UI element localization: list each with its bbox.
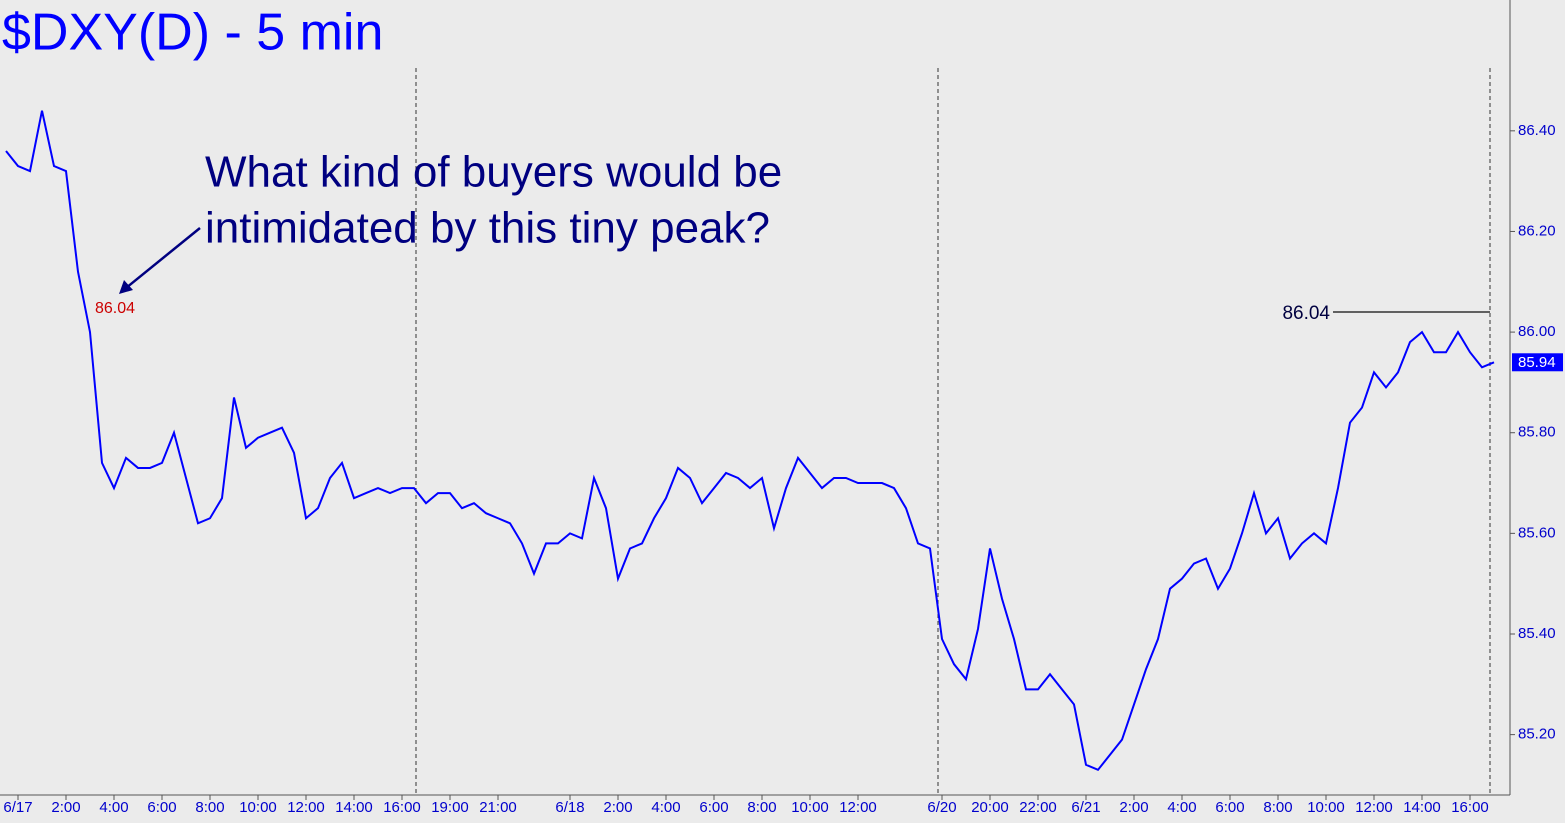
annotation: What kind of buyers would be <box>205 148 782 197</box>
y-tick-label: 86.40 <box>1518 122 1556 139</box>
x-tick-label: 6/18 <box>555 799 584 816</box>
y-tick-label: 85.40 <box>1518 625 1556 642</box>
x-tick-label: 12:00 <box>839 799 877 816</box>
x-tick-label: 20:00 <box>971 799 1009 816</box>
peak-label: 86.04 <box>95 300 135 317</box>
y-tick-label: 85.20 <box>1518 726 1556 743</box>
x-tick-label: 10:00 <box>239 799 277 816</box>
x-tick-label: 6/17 <box>3 799 32 816</box>
x-tick-label: 6/21 <box>1071 799 1100 816</box>
last-price-label: 85.94 <box>1518 354 1556 371</box>
x-tick-label: 4:00 <box>99 799 128 816</box>
resistance-label: 86.04 <box>1282 303 1330 324</box>
x-tick-label: 14:00 <box>335 799 373 816</box>
x-tick-label: 8:00 <box>747 799 776 816</box>
x-tick-label: 8:00 <box>1263 799 1292 816</box>
x-tick-label: 4:00 <box>1167 799 1196 816</box>
y-tick-label: 86.00 <box>1518 323 1556 340</box>
x-tick-label: 2:00 <box>51 799 80 816</box>
x-tick-label: 19:00 <box>431 799 469 816</box>
x-tick-label: 8:00 <box>195 799 224 816</box>
x-tick-label: 21:00 <box>479 799 517 816</box>
chart-title: $DXY(D) - 5 min <box>2 4 383 62</box>
annotation: intimidated by this tiny peak? <box>205 204 770 253</box>
x-tick-label: 10:00 <box>1307 799 1345 816</box>
price-line <box>5 110 1495 772</box>
y-tick-label: 86.20 <box>1518 222 1556 239</box>
x-tick-label: 12:00 <box>1355 799 1393 816</box>
x-tick-label: 10:00 <box>791 799 829 816</box>
x-tick-label: 22:00 <box>1019 799 1057 816</box>
x-tick-label: 14:00 <box>1403 799 1441 816</box>
last-price-tag <box>1512 353 1563 372</box>
x-tick-label: 6:00 <box>699 799 728 816</box>
y-tick-label: 85.60 <box>1518 524 1556 541</box>
x-tick-label: 6:00 <box>1215 799 1244 816</box>
annotation-arrowhead <box>119 280 133 294</box>
x-tick-label: 6/20 <box>927 799 956 816</box>
x-tick-label: 6:00 <box>147 799 176 816</box>
y-tick-label: 85.80 <box>1518 424 1556 441</box>
x-tick-label: 2:00 <box>1119 799 1148 816</box>
x-tick-label: 12:00 <box>287 799 325 816</box>
x-tick-label: 16:00 <box>1451 799 1489 816</box>
x-tick-label: 2:00 <box>603 799 632 816</box>
x-tick-label: 4:00 <box>651 799 680 816</box>
annotation-arrow <box>125 227 201 289</box>
x-tick-label: 16:00 <box>383 799 421 816</box>
